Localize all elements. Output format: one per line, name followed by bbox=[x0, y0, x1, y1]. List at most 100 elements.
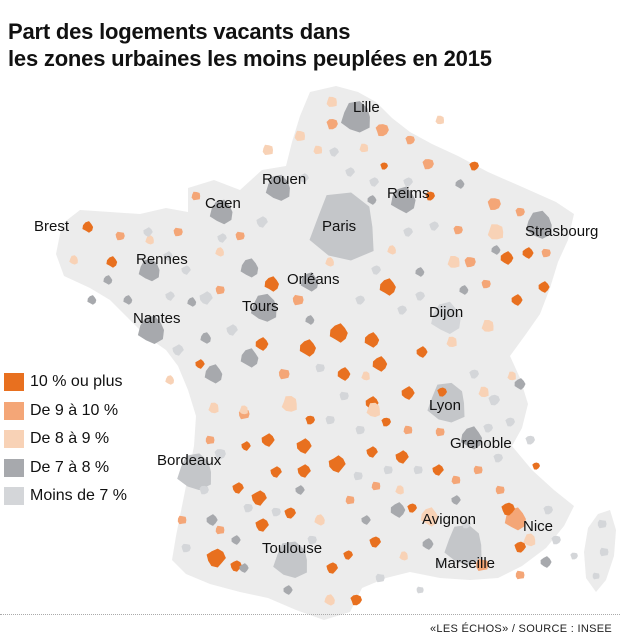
urban-area bbox=[314, 514, 325, 526]
city-label-nice: Nice bbox=[523, 518, 553, 535]
urban-area bbox=[329, 323, 348, 343]
city-label-paris: Paris bbox=[322, 218, 356, 235]
urban-area bbox=[476, 559, 489, 571]
urban-area bbox=[446, 336, 457, 347]
urban-area bbox=[469, 369, 479, 379]
legend-label: 10 % ou plus bbox=[30, 373, 123, 391]
urban-area bbox=[451, 475, 461, 485]
urban-area bbox=[487, 198, 501, 210]
urban-area bbox=[329, 147, 339, 157]
city-label-rouen: Rouen bbox=[262, 171, 306, 188]
urban-area bbox=[481, 320, 494, 332]
urban-area bbox=[515, 207, 525, 217]
urban-area bbox=[232, 482, 244, 494]
urban-area bbox=[271, 507, 281, 517]
urban-area bbox=[525, 435, 535, 445]
urban-area bbox=[165, 291, 175, 301]
urban-area bbox=[217, 233, 227, 243]
urban-area bbox=[451, 495, 461, 505]
urban-area bbox=[235, 231, 245, 241]
urban-area bbox=[397, 305, 407, 315]
footer-divider bbox=[0, 614, 620, 615]
urban-area bbox=[191, 191, 201, 201]
urban-area bbox=[206, 514, 218, 526]
urban-area bbox=[495, 485, 505, 495]
urban-area bbox=[341, 101, 370, 133]
urban-area bbox=[403, 177, 413, 187]
urban-area bbox=[256, 216, 268, 228]
urban-area bbox=[307, 535, 317, 545]
urban-area bbox=[379, 278, 396, 296]
urban-area bbox=[195, 359, 205, 369]
legend-swatch bbox=[4, 487, 24, 506]
urban-area bbox=[315, 363, 325, 373]
urban-area bbox=[435, 115, 444, 125]
urban-area bbox=[437, 387, 447, 397]
urban-area bbox=[339, 391, 349, 401]
urban-area bbox=[435, 427, 445, 437]
urban-area bbox=[390, 502, 406, 518]
urban-area bbox=[313, 145, 323, 155]
legend-swatch bbox=[4, 430, 24, 449]
urban-area bbox=[427, 382, 465, 423]
urban-area bbox=[551, 535, 561, 545]
urban-area bbox=[173, 227, 183, 237]
urban-area bbox=[143, 227, 153, 237]
urban-area bbox=[297, 464, 311, 478]
urban-area bbox=[359, 143, 369, 153]
urban-area bbox=[240, 348, 259, 368]
city-label-bordeaux: Bordeaux bbox=[157, 452, 222, 469]
urban-area bbox=[292, 294, 304, 306]
urban-area bbox=[540, 556, 552, 568]
urban-area bbox=[123, 295, 133, 305]
urban-area bbox=[299, 173, 309, 183]
title-line-2: les zones urbaines les moins peuplées en… bbox=[8, 46, 492, 71]
urban-area bbox=[395, 485, 404, 495]
urban-area bbox=[163, 251, 173, 261]
city-label-orleans: Orléans bbox=[287, 271, 340, 288]
urban-area bbox=[447, 256, 460, 268]
urban-area bbox=[278, 368, 290, 380]
urban-area bbox=[369, 536, 381, 548]
city-label-dijon: Dijon bbox=[429, 304, 463, 321]
urban-area bbox=[273, 541, 307, 578]
urban-area bbox=[511, 294, 523, 306]
urban-area bbox=[366, 402, 380, 418]
urban-area bbox=[488, 394, 500, 406]
urban-area bbox=[309, 192, 374, 261]
urban-area bbox=[507, 371, 516, 381]
urban-area bbox=[295, 485, 305, 495]
legend-label: De 7 à 8 % bbox=[30, 458, 110, 476]
urban-area bbox=[87, 295, 97, 305]
urban-area bbox=[200, 332, 211, 344]
city-label-lyon: Lyon bbox=[429, 397, 461, 414]
legend-item-lt7: Moins de 7 % bbox=[4, 482, 127, 511]
urban-area bbox=[371, 481, 381, 491]
urban-area bbox=[337, 367, 351, 381]
urban-area bbox=[226, 324, 238, 336]
urban-area bbox=[501, 502, 515, 516]
urban-area bbox=[413, 465, 423, 475]
urban-area bbox=[514, 378, 526, 390]
urban-area bbox=[538, 281, 550, 293]
urban-area bbox=[296, 438, 312, 454]
urban-area bbox=[239, 563, 249, 573]
urban-area bbox=[390, 186, 416, 214]
urban-area bbox=[206, 548, 226, 568]
urban-area bbox=[255, 518, 269, 532]
urban-area bbox=[214, 449, 226, 460]
urban-area bbox=[532, 462, 540, 470]
legend-swatch bbox=[4, 401, 24, 420]
urban-area bbox=[325, 415, 335, 425]
urban-area bbox=[255, 337, 269, 351]
urban-area bbox=[165, 375, 174, 385]
urban-area bbox=[543, 505, 553, 515]
urban-area bbox=[187, 297, 197, 307]
legend-item-10-plus: 10 % ou plus bbox=[4, 368, 127, 397]
urban-area bbox=[325, 257, 334, 267]
legend-swatch bbox=[4, 458, 24, 477]
urban-area bbox=[261, 433, 275, 447]
urban-area bbox=[395, 450, 409, 464]
title-line-1: Part des logements vacants dans bbox=[8, 19, 351, 44]
